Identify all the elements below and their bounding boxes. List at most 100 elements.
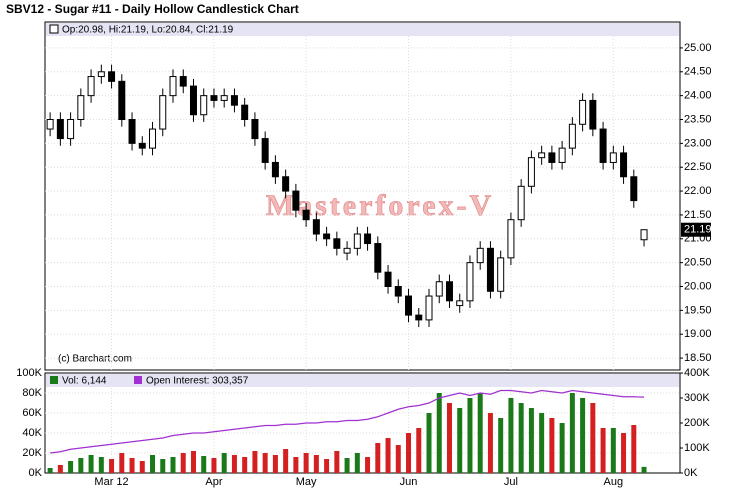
y-tick-label: 19.00 (684, 328, 712, 340)
volume-bar (262, 453, 268, 473)
y-tick-label: 80K (22, 387, 42, 399)
candle-body (425, 295, 433, 321)
x-tick-label: Aug (604, 476, 624, 488)
volume-bar (334, 451, 340, 473)
y-tick-label: 60K (22, 407, 42, 419)
x-tick-label: Jul (504, 476, 518, 488)
volume-bar (539, 413, 545, 473)
candle-body (210, 95, 218, 101)
candle-body (56, 119, 64, 140)
y2-tick-label: 200K (684, 417, 710, 429)
y2-tick-label: 0K (684, 467, 698, 479)
candle-body (435, 281, 443, 297)
volume-bar (559, 423, 565, 473)
y-tick-label: 24.00 (684, 90, 712, 102)
volume-bar (293, 457, 299, 473)
volume-bar (190, 451, 196, 473)
volume-bar (303, 453, 309, 473)
legend-volume: Vol: 6,144 (62, 376, 107, 387)
candle-body (620, 152, 628, 178)
volume-bar (467, 398, 473, 473)
volume-bar (160, 459, 166, 473)
volume-bar (252, 451, 258, 473)
last-price-box (681, 222, 711, 237)
volume-bar (242, 457, 248, 473)
x-tick-label: Mar 12 (94, 476, 128, 488)
y2-tick-label: 400K (684, 367, 710, 379)
price-panel (44, 21, 681, 371)
legend-swatch (49, 24, 59, 34)
candle-body (640, 229, 648, 241)
volume-bar (68, 461, 74, 473)
volume-bar (477, 393, 483, 473)
candle-body (333, 238, 341, 249)
y-tick-label: 20.50 (684, 257, 712, 269)
candle-body (466, 262, 474, 302)
candle-body (548, 152, 556, 163)
y-tick-label: 23.50 (684, 113, 712, 125)
candle-body (251, 119, 259, 140)
candle-body (589, 99, 597, 130)
candle-body (415, 314, 423, 321)
volume-bar (498, 418, 504, 473)
candle-body (46, 119, 54, 130)
candle-body (445, 281, 453, 302)
volume-bar (98, 457, 104, 473)
volume-bar (569, 393, 575, 473)
volume-bar (385, 438, 391, 473)
candle-body (97, 71, 105, 78)
candle-body (486, 247, 494, 292)
volume-bar (457, 408, 463, 473)
volume-bar (150, 455, 156, 473)
candle-body (189, 85, 197, 116)
candle-body (374, 243, 382, 273)
volume-bar (487, 413, 493, 473)
volume-bar (365, 457, 371, 473)
candle-body (230, 95, 238, 106)
y-tick-label: 25.00 (684, 42, 712, 54)
volume-bar (57, 465, 63, 473)
x-tick-label: Jun (400, 476, 418, 488)
volume-bar (406, 433, 412, 473)
candle-body (67, 119, 75, 140)
candle-body (394, 286, 402, 297)
y-tick-label: 20.00 (684, 280, 712, 292)
volume-bar (180, 453, 186, 473)
volume-bar (211, 458, 217, 473)
candle-body (558, 147, 566, 163)
volume-bar (600, 428, 606, 473)
volume-bar (436, 393, 442, 473)
candle-body (353, 233, 361, 249)
volume-bar (641, 466, 647, 473)
oi-line (50, 389, 645, 454)
volume-bar (78, 458, 84, 473)
legend-swatch-volume (50, 376, 58, 384)
volume-bar (221, 453, 227, 473)
y-tick-label: 24.50 (684, 66, 712, 78)
volume-bar (580, 398, 586, 473)
watermark: Masterforex-V (266, 189, 494, 222)
candle-body (77, 95, 85, 121)
y-tick-label: 19.50 (684, 304, 712, 316)
volume-bar (119, 453, 125, 473)
x-tick-label: May (296, 476, 317, 488)
candle-body (568, 123, 576, 149)
candle-body (507, 219, 515, 259)
volume-header (46, 374, 679, 387)
candle-body (282, 176, 290, 192)
candle-body (609, 152, 617, 163)
volume-bar (283, 449, 289, 473)
candle-body (630, 176, 638, 202)
candle-body (108, 71, 116, 82)
volume-bar (344, 458, 350, 473)
x-tick-label: Apr (205, 476, 222, 488)
candle-body (138, 142, 146, 149)
y-tick-label: 18.50 (684, 352, 712, 364)
candle-body (169, 76, 177, 97)
credit: (c) Barchart.com (58, 354, 132, 365)
candle-body (384, 271, 392, 287)
volume-bar (201, 456, 207, 473)
y-tick-label: 21.50 (684, 209, 712, 221)
volume-bar (446, 403, 452, 473)
candle-body (220, 95, 228, 101)
